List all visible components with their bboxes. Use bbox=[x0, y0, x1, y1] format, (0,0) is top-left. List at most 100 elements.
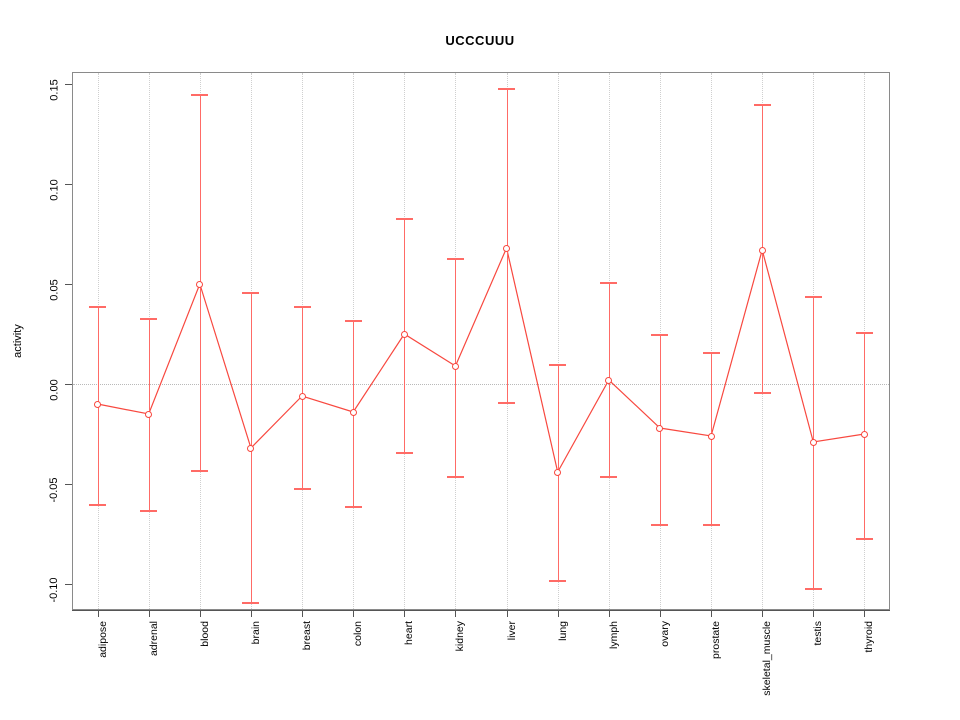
y-axis-label: -0.05 bbox=[48, 477, 66, 502]
error-cap-upper-thyroid bbox=[855, 332, 873, 334]
y-axis-label: 0.10 bbox=[48, 179, 66, 200]
error-cap-upper-kidney bbox=[446, 258, 464, 260]
error-cap-lower-testis bbox=[804, 588, 822, 590]
x-axis-label-heart: heart bbox=[403, 621, 416, 645]
x-axis-tick bbox=[199, 610, 201, 617]
x-axis-tick bbox=[659, 610, 661, 617]
data-point-colon bbox=[349, 408, 357, 416]
y-axis-label-text: -0.05 bbox=[48, 477, 60, 503]
error-cap-upper-liver bbox=[498, 88, 516, 90]
data-point-brain bbox=[247, 444, 255, 452]
error-cap-upper-adipose bbox=[89, 306, 107, 308]
x-axis-label-breast: breast bbox=[301, 621, 314, 651]
data-point-blood bbox=[196, 280, 204, 288]
data-point-breast bbox=[298, 392, 306, 400]
error-cap-lower-brain bbox=[242, 602, 260, 604]
y-axis-tick bbox=[65, 584, 72, 585]
data-point-skeletal_muscle bbox=[758, 246, 766, 254]
data-point-testis bbox=[809, 438, 817, 446]
x-axis-label-skeletal_muscle: skeletal_muscle bbox=[761, 621, 774, 696]
x-axis-label-colon: colon bbox=[352, 621, 365, 647]
error-cap-upper-testis bbox=[804, 296, 822, 298]
x-axis-label-adipose: adipose bbox=[96, 621, 109, 658]
data-point-thyroid bbox=[860, 430, 868, 438]
y-axis-label: 0.05 bbox=[48, 279, 66, 300]
error-cap-upper-lymph bbox=[600, 282, 618, 284]
x-axis-tick bbox=[711, 610, 713, 617]
x-axis-line bbox=[72, 610, 890, 611]
error-cap-upper-prostate bbox=[702, 352, 720, 354]
x-axis-tick bbox=[864, 610, 866, 617]
error-cap-lower-breast bbox=[293, 488, 311, 490]
x-axis-tick bbox=[302, 610, 304, 617]
chart-title: UCCCUUU bbox=[445, 33, 515, 48]
data-point-kidney bbox=[451, 362, 459, 370]
y-axis: 0.15 0.10 0.05 0.00 -0.05 -0.10 bbox=[48, 72, 72, 610]
error-cap-upper-brain bbox=[242, 292, 260, 294]
error-cap-lower-liver bbox=[498, 402, 516, 404]
error-cap-lower-lymph bbox=[600, 476, 618, 478]
error-cap-lower-heart bbox=[395, 452, 413, 454]
data-point-adrenal bbox=[145, 410, 153, 418]
error-cap-lower-adipose bbox=[89, 504, 107, 506]
x-axis-tick bbox=[506, 610, 508, 617]
error-cap-upper-skeletal_muscle bbox=[753, 104, 771, 106]
error-cap-upper-heart bbox=[395, 218, 413, 220]
y-axis-title: activity bbox=[10, 72, 26, 610]
x-axis-label-blood: blood bbox=[198, 621, 211, 647]
x-axis-tick bbox=[762, 610, 764, 617]
x-axis-label-thyroid: thyroid bbox=[863, 621, 876, 653]
x-axis-label-testis: testis bbox=[812, 621, 825, 646]
data-point-adipose bbox=[94, 400, 102, 408]
y-axis-label-text: 0.05 bbox=[48, 279, 60, 301]
error-cap-lower-prostate bbox=[702, 524, 720, 526]
x-axis-tick bbox=[455, 610, 457, 617]
y-axis-label-text: 0.00 bbox=[48, 379, 60, 401]
error-cap-lower-adrenal bbox=[140, 510, 158, 512]
x-axis-tick bbox=[813, 610, 815, 617]
error-cap-lower-lung bbox=[549, 580, 567, 582]
data-point-lymph bbox=[605, 376, 613, 384]
y-axis-tick bbox=[65, 484, 72, 485]
x-axis-tick bbox=[250, 610, 252, 617]
gridline-zero bbox=[73, 384, 889, 385]
data-point-liver bbox=[503, 244, 511, 252]
x-axis-tick bbox=[404, 610, 406, 617]
x-axis-label-liver: liver bbox=[505, 621, 518, 641]
y-axis-label: 0.00 bbox=[48, 379, 66, 400]
y-axis-label: -0.10 bbox=[48, 577, 66, 602]
error-cap-upper-colon bbox=[344, 320, 362, 322]
x-axis-tick bbox=[97, 610, 99, 617]
x-axis-label-lung: lung bbox=[556, 621, 569, 641]
x-axis-label-prostate: prostate bbox=[710, 621, 723, 659]
error-cap-upper-adrenal bbox=[140, 318, 158, 320]
x-axis-label-adrenal: adrenal bbox=[147, 621, 160, 657]
error-cap-upper-lung bbox=[549, 364, 567, 366]
error-cap-lower-kidney bbox=[446, 476, 464, 478]
error-cap-lower-blood bbox=[191, 470, 209, 472]
y-axis-tick bbox=[65, 184, 72, 185]
x-axis-label-kidney: kidney bbox=[454, 621, 467, 652]
x-axis-tick bbox=[148, 610, 150, 617]
gridline-vertical bbox=[711, 73, 713, 609]
error-cap-lower-skeletal_muscle bbox=[753, 392, 771, 394]
x-axis-label-ovary: ovary bbox=[658, 621, 671, 647]
data-point-heart bbox=[400, 330, 408, 338]
y-axis-label-text: 0.15 bbox=[48, 79, 60, 101]
y-axis-tick bbox=[65, 384, 72, 385]
x-axis-label-lymph: lymph bbox=[607, 621, 620, 650]
x-axis-label-brain: brain bbox=[249, 621, 262, 645]
data-point-lung bbox=[554, 468, 562, 476]
y-axis-title-label: activity bbox=[12, 324, 24, 358]
error-cap-lower-ovary bbox=[651, 524, 669, 526]
y-axis-tick bbox=[65, 84, 72, 85]
error-cap-upper-ovary bbox=[651, 334, 669, 336]
data-point-ovary bbox=[656, 424, 664, 432]
plot-area bbox=[72, 72, 890, 610]
y-axis-label: 0.15 bbox=[48, 79, 66, 100]
error-cap-upper-blood bbox=[191, 94, 209, 96]
y-axis-tick bbox=[65, 284, 72, 285]
x-axis-tick bbox=[353, 610, 355, 617]
x-axis-tick bbox=[608, 610, 610, 617]
